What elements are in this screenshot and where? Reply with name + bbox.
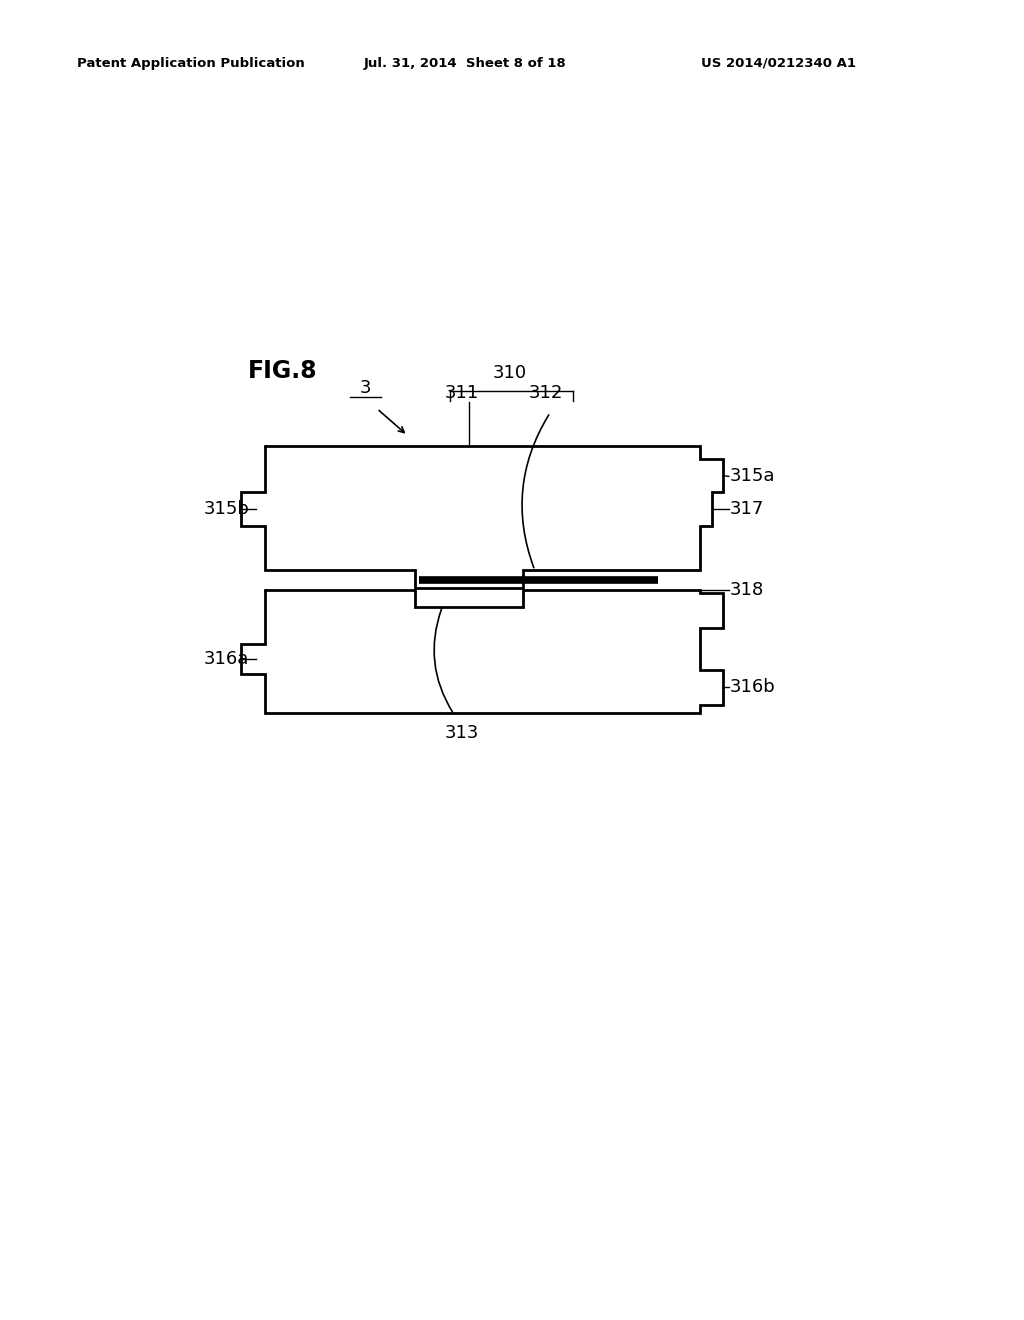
Text: FIG.8: FIG.8 bbox=[248, 359, 317, 383]
Text: 315b: 315b bbox=[204, 500, 250, 517]
Text: 315a: 315a bbox=[730, 467, 775, 486]
Text: 311: 311 bbox=[444, 384, 479, 403]
Text: Patent Application Publication: Patent Application Publication bbox=[77, 57, 304, 70]
Text: 316b: 316b bbox=[730, 678, 775, 697]
Text: 316a: 316a bbox=[204, 649, 249, 668]
Text: 317: 317 bbox=[730, 500, 764, 517]
Text: 3: 3 bbox=[359, 379, 371, 397]
Text: 313: 313 bbox=[444, 725, 479, 742]
Text: US 2014/0212340 A1: US 2014/0212340 A1 bbox=[701, 57, 856, 70]
Text: Jul. 31, 2014  Sheet 8 of 18: Jul. 31, 2014 Sheet 8 of 18 bbox=[364, 57, 566, 70]
Text: 310: 310 bbox=[493, 364, 526, 381]
Text: 318: 318 bbox=[730, 581, 764, 598]
Text: 312: 312 bbox=[529, 384, 563, 403]
